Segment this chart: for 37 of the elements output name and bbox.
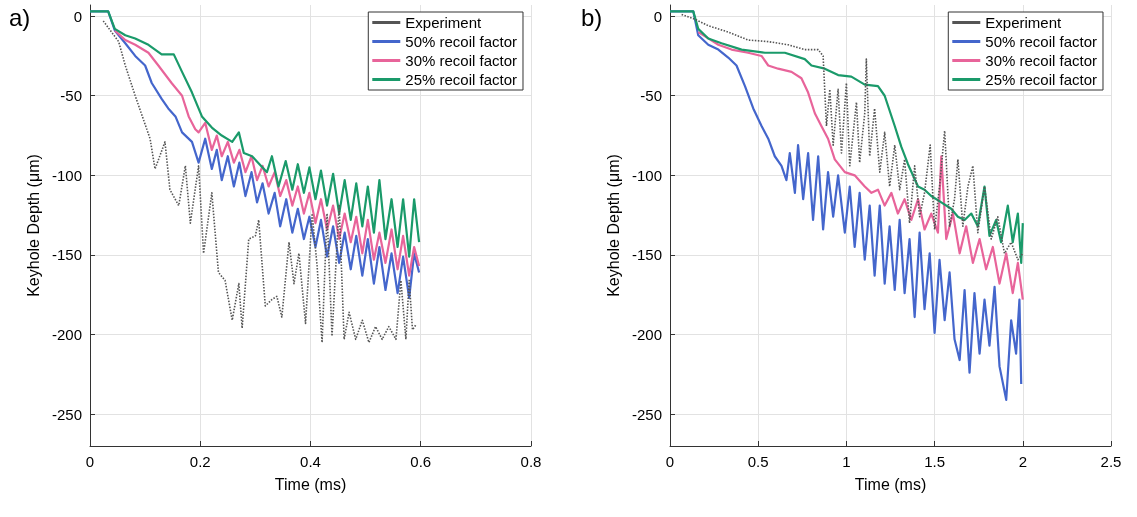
x-tick-label: 2.5 bbox=[1100, 453, 1122, 470]
x-tick-label: 0.4 bbox=[300, 453, 321, 470]
x-tick-label: 1.5 bbox=[924, 453, 946, 470]
legend-label: Experiment bbox=[405, 14, 482, 31]
y-tick-label: -200 bbox=[631, 326, 662, 344]
y-tick-label: -100 bbox=[51, 166, 82, 184]
y-tick-label: -50 bbox=[640, 87, 662, 105]
y-axis-title: Keyhole Depth (μm) bbox=[604, 154, 622, 297]
x-tick-label: 0.2 bbox=[189, 453, 211, 470]
y-tick-label: -200 bbox=[51, 326, 82, 344]
chart-title: a) bbox=[9, 3, 31, 31]
y-tick-label: -100 bbox=[631, 166, 662, 184]
y-tick-label: 0 bbox=[653, 7, 662, 25]
legend-label: 25% recoil factor bbox=[405, 71, 517, 88]
x-tick-label: 0 bbox=[665, 453, 675, 470]
x-axis-title: Time (ms) bbox=[854, 475, 927, 493]
legend-label: 25% recoil factor bbox=[985, 71, 1097, 88]
y-tick-label: -250 bbox=[51, 405, 82, 423]
legend-label: 30% recoil factor bbox=[985, 52, 1097, 69]
y-tick-label: 0 bbox=[73, 7, 82, 25]
y-axis-title: Keyhole Depth (μm) bbox=[24, 154, 42, 297]
x-tick-label: 1 bbox=[842, 453, 851, 470]
x-tick-label: 2 bbox=[1018, 453, 1027, 470]
x-tick-label: 0.6 bbox=[410, 453, 432, 470]
legend-label: 50% recoil factor bbox=[405, 33, 517, 50]
x-tick-label: 0 bbox=[85, 453, 95, 470]
x-axis-title: Time (ms) bbox=[274, 475, 347, 493]
legend-label: 30% recoil factor bbox=[405, 52, 517, 69]
chart-title: b) bbox=[581, 3, 603, 31]
legend-label: Experiment bbox=[985, 14, 1062, 31]
y-tick-label: -250 bbox=[631, 405, 662, 423]
x-tick-label: 0.8 bbox=[520, 453, 542, 470]
y-tick-label: -50 bbox=[60, 87, 82, 105]
legend-label: 50% recoil factor bbox=[985, 33, 1097, 50]
x-tick-label: 0.5 bbox=[747, 453, 769, 470]
y-tick-label: -150 bbox=[51, 246, 82, 264]
y-tick-label: -150 bbox=[631, 246, 662, 264]
